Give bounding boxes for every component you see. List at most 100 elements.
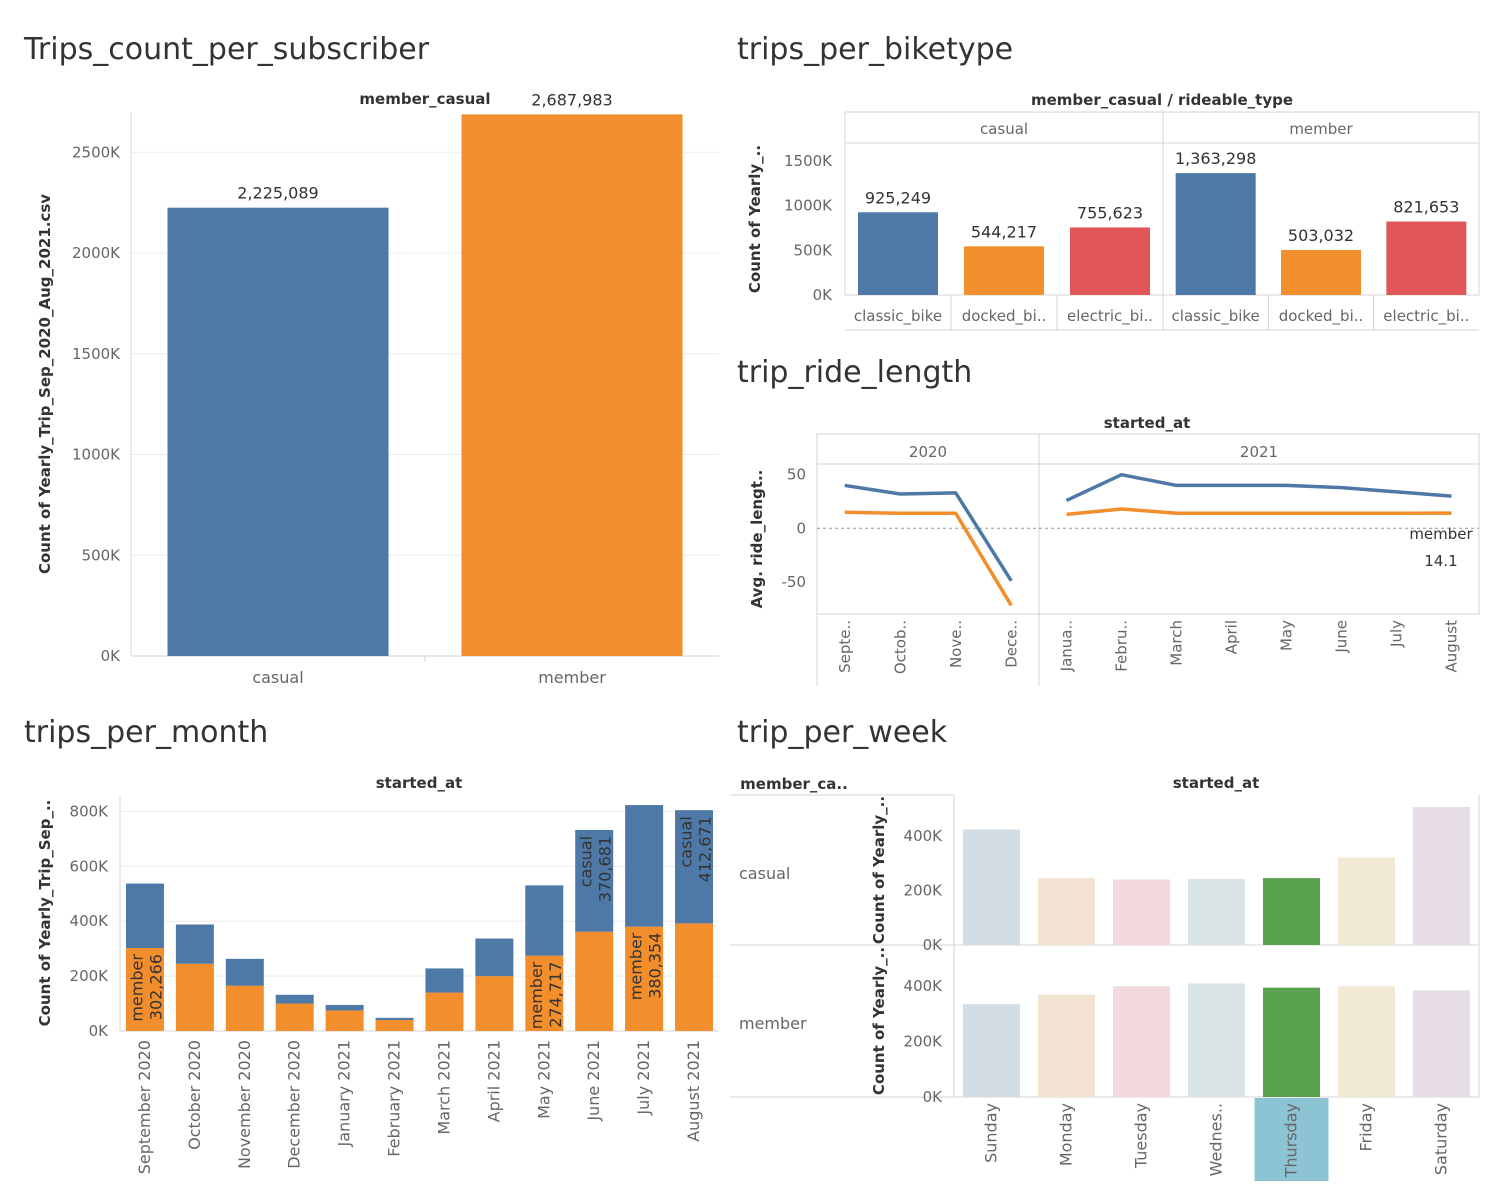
y-tick-label: 50 bbox=[787, 466, 806, 484]
bar-casual-docked_bi.. bbox=[964, 246, 1044, 295]
bar-value-label: 503,032 bbox=[1288, 226, 1354, 245]
x-tick-label: April 2021 bbox=[484, 1040, 503, 1122]
bar-annotation-name: member bbox=[627, 932, 646, 1000]
bar-casual-electric_bi.. bbox=[1070, 227, 1150, 295]
x-tick-label: electric_bi.. bbox=[1067, 307, 1153, 326]
row-label: casual bbox=[739, 864, 790, 883]
month-chart: started_at 0K 200K 400K 600K 800K Count of Yea… bbox=[36, 774, 719, 1174]
x-tick-label: Nove.. bbox=[947, 620, 965, 668]
bar-casual-Sunday bbox=[963, 829, 1020, 945]
plot-frame bbox=[844, 142, 1480, 296]
x-tick-label: October 2020 bbox=[185, 1040, 204, 1150]
y-axis-label: Count of Yearly_.. bbox=[746, 145, 764, 293]
bar-casual-Monday bbox=[1038, 878, 1095, 945]
bar-member-July 2021 bbox=[625, 926, 664, 1031]
x-tick-label: September 2020 bbox=[135, 1040, 154, 1174]
bar-member-September 2020 bbox=[125, 948, 164, 1031]
bar-casual-Thursday bbox=[1263, 878, 1320, 945]
row-label: member bbox=[739, 1014, 807, 1033]
x-tick-label: June 2021 bbox=[584, 1040, 603, 1122]
column-header: started_at bbox=[1173, 774, 1260, 792]
x-tick-label: Thursday bbox=[1282, 1103, 1301, 1178]
y-tick-label: 2000K bbox=[72, 244, 121, 262]
week-chart-title: trip_per_week bbox=[737, 715, 948, 750]
x-tick-label: docked_bi.. bbox=[962, 307, 1047, 326]
bar-casual-September 2020 bbox=[125, 883, 164, 949]
x-tick-label: March bbox=[1168, 620, 1186, 666]
y-tick-label: 0K bbox=[89, 1022, 110, 1040]
column-header: started_at bbox=[1104, 414, 1191, 432]
bar-member bbox=[461, 114, 683, 656]
bar-casual-January 2021 bbox=[325, 1004, 364, 1011]
x-tick-label: November 2020 bbox=[235, 1040, 254, 1169]
bar-member-Thursday bbox=[1263, 987, 1320, 1097]
x-tick-label: Dece.. bbox=[1002, 620, 1020, 668]
bar-annotation-name: member bbox=[527, 961, 546, 1029]
bar-member-October 2020 bbox=[175, 963, 214, 1031]
bar-annotation-value: 302,266 bbox=[146, 954, 165, 1020]
x-tick-label: Janua.. bbox=[1058, 620, 1076, 672]
y-tick-label: 400K bbox=[70, 912, 110, 930]
x-tick-label: January 2021 bbox=[335, 1040, 354, 1147]
plot-frame bbox=[816, 463, 1480, 615]
x-tick-label: August 2021 bbox=[684, 1040, 703, 1142]
bar-annotation-value: 370,681 bbox=[596, 836, 615, 902]
panel-label: 2020 bbox=[909, 443, 947, 461]
row-header: member_ca.. bbox=[740, 775, 848, 793]
x-tick-label: July bbox=[1388, 620, 1406, 648]
x-tick-label: electric_bi.. bbox=[1383, 307, 1469, 326]
bar-casual-June 2021 bbox=[575, 829, 614, 932]
bar-member-Monday bbox=[1038, 994, 1095, 1097]
bar-member-May 2021 bbox=[525, 955, 564, 1031]
y-tick-label: 1500K bbox=[72, 345, 121, 363]
y-axis-label: Count of Yearly_.. bbox=[870, 796, 888, 944]
y-tick-label: 0K bbox=[923, 936, 944, 954]
bar-value-label: 2,225,089 bbox=[237, 184, 318, 203]
y-tick-label: 500K bbox=[794, 241, 834, 259]
x-tick-label: June bbox=[1333, 620, 1351, 654]
annotation-value: 14.1 bbox=[1424, 552, 1457, 570]
y-axis-label: Avg. ride_lengt.. bbox=[748, 470, 766, 609]
panel-label: 2021 bbox=[1240, 443, 1278, 461]
subscriber-chart-title: Trips_count_per_subscriber bbox=[24, 32, 430, 67]
y-tick-label: 200K bbox=[904, 881, 944, 899]
bar-member-Tuesday bbox=[1113, 986, 1170, 1097]
x-tick-label: Friday bbox=[1357, 1103, 1376, 1152]
y-tick-label: 1500K bbox=[784, 152, 833, 170]
y-tick-label: 200K bbox=[904, 1033, 944, 1051]
x-tick-label: Monday bbox=[1057, 1103, 1076, 1166]
x-tick-label: March 2021 bbox=[434, 1040, 453, 1135]
series-line-orange-2021 bbox=[1066, 507, 1452, 517]
column-header: started_at bbox=[376, 774, 463, 792]
bar-annotation-name: casual bbox=[677, 816, 696, 867]
bar-member-June 2021 bbox=[575, 931, 614, 1031]
x-tick-label: February 2021 bbox=[385, 1040, 404, 1157]
bar-value-label: 2,687,983 bbox=[531, 90, 612, 109]
bar-member-April 2021 bbox=[475, 976, 514, 1031]
bar-member-November 2020 bbox=[225, 985, 264, 1031]
series-line-blue-2021 bbox=[1065, 472, 1452, 503]
y-tick-label: 0 bbox=[796, 519, 806, 537]
y-tick-label: 2500K bbox=[72, 143, 121, 161]
y-axis-label: Count of Yearly_.. bbox=[870, 947, 888, 1095]
x-tick-label: Tuesday bbox=[1132, 1103, 1151, 1169]
panel-label: member bbox=[1289, 120, 1353, 138]
bar-casual-March 2021 bbox=[425, 968, 464, 993]
x-tick-label: August bbox=[1443, 620, 1461, 673]
bar-casual-Wednes.. bbox=[1188, 878, 1245, 945]
x-tick-label: Wednes.. bbox=[1207, 1103, 1226, 1176]
column-header: member_casual / rideable_type bbox=[1031, 91, 1293, 109]
bar-member-January 2021 bbox=[325, 1010, 364, 1031]
series-line-orange-2020 bbox=[844, 510, 1013, 607]
y-tick-label: 400K bbox=[904, 977, 944, 995]
y-tick-label: -50 bbox=[782, 573, 807, 591]
bar-value-label: 925,249 bbox=[865, 188, 931, 207]
bar-annotation-value: 274,717 bbox=[546, 962, 565, 1028]
bar-value-label: 1,363,298 bbox=[1175, 149, 1256, 168]
bar-casual-Saturday bbox=[1413, 807, 1470, 945]
subscriber-chart: member_casual 0K 500K 1000K 1500K 2000K 2500K C… bbox=[36, 90, 719, 687]
y-tick-label: 0K bbox=[923, 1088, 944, 1106]
bar-casual-November 2020 bbox=[225, 958, 264, 986]
bar-casual-classic_bike bbox=[858, 212, 938, 295]
